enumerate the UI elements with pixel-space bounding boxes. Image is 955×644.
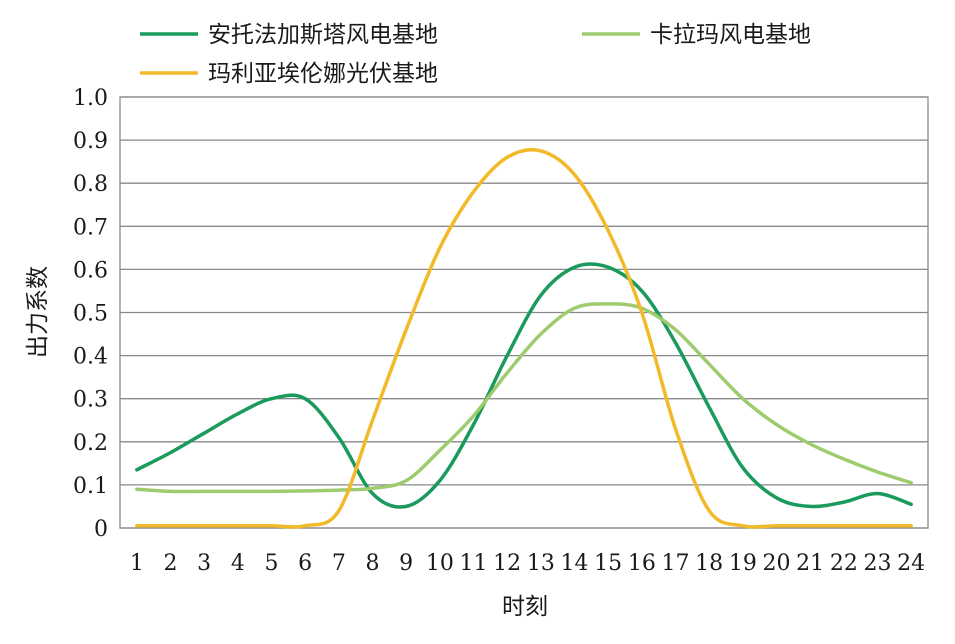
- x-tick-label: 11: [460, 551, 488, 576]
- y-tick-label: 0.1: [73, 474, 108, 499]
- x-tick-label: 3: [197, 551, 211, 576]
- x-tick-label: 9: [399, 551, 413, 576]
- x-tick-label: 1: [130, 551, 144, 576]
- x-tick-label: 22: [830, 551, 858, 576]
- legend-entry-1: 安托法加斯塔风电基地: [208, 22, 438, 48]
- y-tick-label: 0.7: [73, 215, 108, 240]
- x-tick-label: 12: [493, 551, 521, 576]
- y-tick-label: 0.9: [73, 129, 108, 154]
- y-tick-labels: 0 0.1 0.2 0.3 0.4 0.5 0.6 0.7 0.8 0.9 1.0: [73, 86, 108, 542]
- series-line-2: [135, 302, 913, 494]
- x-tick-label: 8: [366, 551, 380, 576]
- x-tick-label: 20: [763, 551, 791, 576]
- x-axis-label: 时刻: [502, 594, 548, 620]
- x-tick-label: 2: [164, 551, 178, 576]
- x-tick-label: 24: [897, 551, 925, 576]
- series-lines: [135, 147, 913, 529]
- y-tick-label: 0.8: [73, 172, 108, 197]
- x-tick-label: 6: [298, 551, 312, 576]
- x-tick-labels: 1 2 3 4 5 6 7 8 9 10 11 12 13 14 15 16 17 18 19 20 21 22 23 24: [130, 551, 925, 576]
- y-tick-label: 0.3: [73, 388, 108, 413]
- series-line-1: [135, 262, 913, 509]
- legend-entry-3: 玛利亚埃伦娜光伏基地: [208, 61, 438, 87]
- y-tick-label: 0.2: [73, 431, 108, 456]
- x-tick-label: 7: [332, 551, 346, 576]
- x-tick-label: 16: [628, 551, 656, 576]
- y-tick-label: 0.6: [73, 258, 108, 283]
- y-tick-label: 0.5: [73, 302, 108, 327]
- plot-frame: [119, 96, 929, 529]
- x-tick-label: 5: [265, 551, 279, 576]
- series-line-3: [135, 147, 913, 529]
- x-tick-label: 10: [426, 551, 454, 576]
- x-tick-label: 4: [231, 551, 245, 576]
- y-tick-label: 0: [94, 517, 108, 542]
- x-tick-label: 13: [527, 551, 555, 576]
- x-tick-label: 18: [695, 551, 723, 576]
- x-tick-label: 23: [864, 551, 892, 576]
- y-tick-label: 0.4: [73, 345, 108, 370]
- x-tick-label: 17: [662, 551, 690, 576]
- y-tick-label: 1.0: [73, 86, 108, 111]
- legend-entry-2: 卡拉玛风电基地: [650, 22, 811, 48]
- x-tick-label: 15: [594, 551, 622, 576]
- grid-lines: [119, 96, 929, 529]
- x-tick-label: 19: [729, 551, 757, 576]
- x-tick-label: 14: [561, 551, 589, 576]
- y-axis-label: 出力系数: [25, 266, 51, 358]
- x-tick-label: 21: [796, 551, 824, 576]
